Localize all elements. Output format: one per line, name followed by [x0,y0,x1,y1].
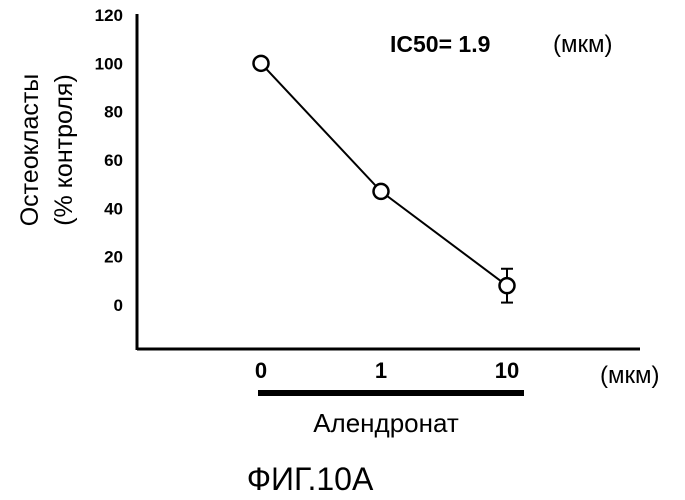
y-axis-label-line2: (% контроля) [50,74,78,226]
data-point [374,184,389,199]
x-tick-label: 10 [495,358,519,383]
x-tick-label: 1 [375,358,387,383]
y-tick-label: 80 [104,103,123,122]
ic50-unit: (мкм) [553,31,612,58]
y-axis-label-line1: Остеокласты [16,74,44,227]
x-axis-bracket [258,390,524,396]
y-tick-label: 0 [114,296,123,315]
data-point [500,278,515,293]
x-tick-labels: 0 1 10 [255,358,519,383]
y-tick-label: 100 [95,54,123,73]
ic50-annotation: IC50= 1.9 [390,31,490,57]
series-line [261,63,507,285]
series-layer [254,56,515,303]
y-tick-label: 120 [95,6,123,25]
x-axis-unit: (мкм) [600,362,659,389]
y-tick-label: 40 [104,199,123,218]
data-point [254,56,269,71]
y-tick-label: 20 [104,248,123,267]
x-tick-label: 0 [255,358,267,383]
x-axis-label: Алендронат [313,408,459,438]
y-tick-label: 60 [104,151,123,170]
y-tick-labels: 0 20 40 60 80 100 120 [95,6,123,315]
figure-caption: ФИГ.10А [247,461,374,497]
